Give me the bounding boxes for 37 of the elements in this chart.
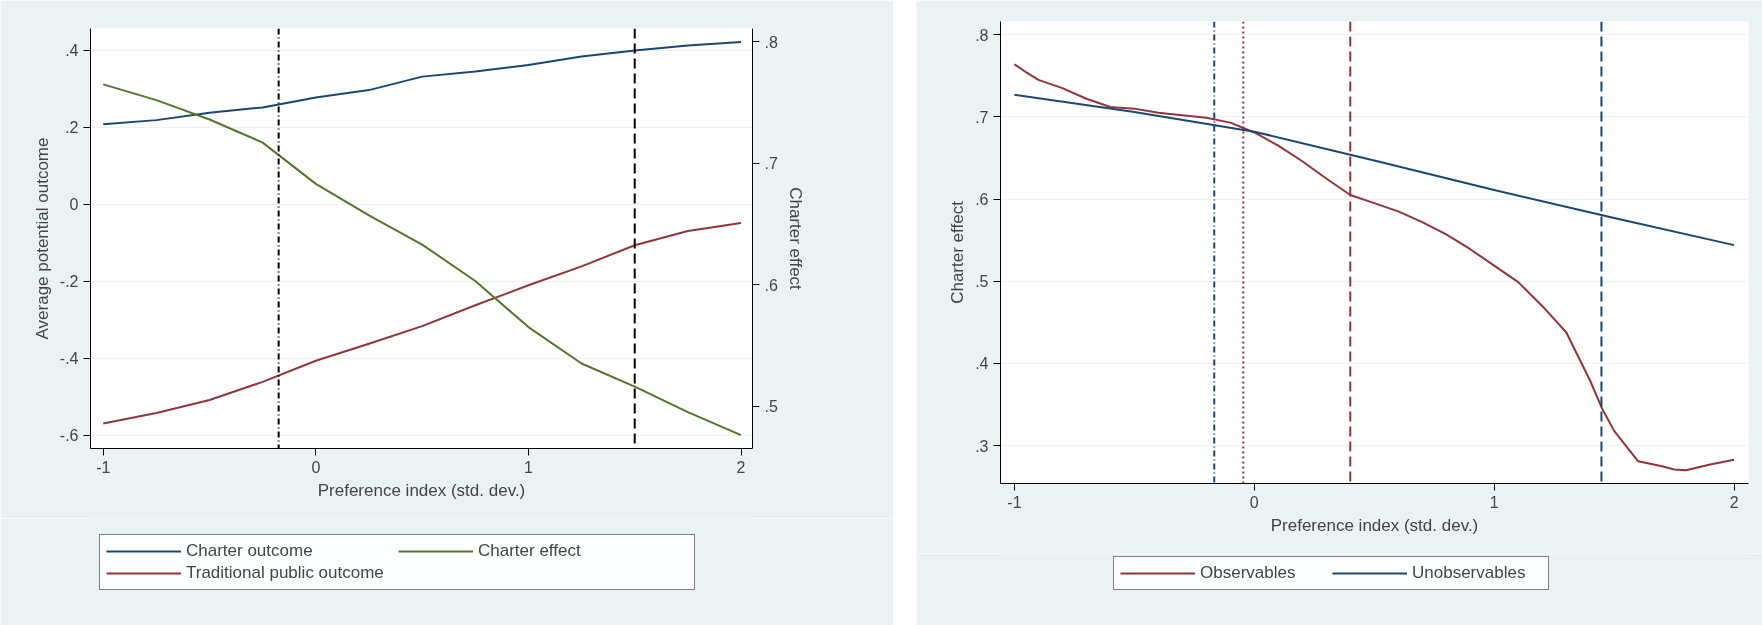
y-axis-title: Charter effect [948,200,968,304]
x-tick-label: 0 [1249,493,1259,511]
y-tick-label: -.2 [59,273,79,291]
x-tick-label: -1 [1007,493,1022,511]
y-tick-label: -.6 [59,427,79,445]
y2-tick-label: .6 [764,276,778,294]
legend-label: Traditional public outcome [186,563,385,583]
y-tick-label: .4 [975,355,989,373]
legend-label: Unobservables [1412,563,1527,583]
y-tick-label: .7 [975,108,989,126]
x-axis-title: Preference index (std. dev.) [1270,515,1479,535]
y-tick-label: .6 [975,191,989,209]
y-axis-title: Average potential outcome [32,137,52,340]
x-tick-label: 2 [1729,493,1739,511]
legend-label: Charter effect [478,541,582,561]
line-series [102,221,743,425]
y-tick-label: .4 [65,42,79,60]
y2-tick-label: .7 [764,155,778,173]
line-series [102,40,743,126]
y-tick-label: .5 [975,273,989,291]
y-tick-label: .3 [975,437,989,455]
y-tick-label: -.4 [59,350,79,368]
x-tick-label: 2 [736,458,746,476]
y-tick-label: .2 [65,119,79,137]
x-tick-label: 1 [1489,493,1499,511]
y2-axis-title: Charter effect [785,187,805,291]
x-axis-title: Preference index (std. dev.) [317,480,526,500]
y-tick-label: 0 [69,196,79,214]
x-tick-label: 0 [311,458,321,476]
legend-label: Charter outcome [186,541,314,561]
y2-tick-label: .8 [764,33,778,51]
y-tick-label: .8 [975,26,989,44]
x-tick-label: -1 [96,458,111,476]
line-series [102,83,743,437]
y2-tick-label: .5 [764,398,778,416]
legend-label: Observables [1200,563,1297,583]
x-tick-label: 1 [523,458,533,476]
